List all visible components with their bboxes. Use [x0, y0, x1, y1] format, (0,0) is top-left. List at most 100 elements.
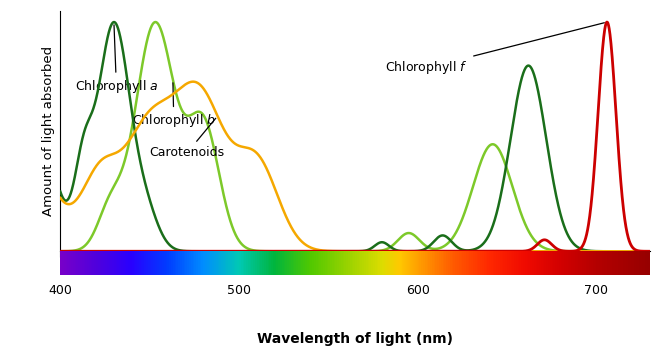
Bar	[100, 251, 101, 275]
Bar	[543, 251, 545, 275]
Bar	[535, 251, 537, 275]
Text: Carotenoids: Carotenoids	[149, 118, 224, 159]
Bar	[417, 251, 419, 275]
Bar	[316, 251, 318, 275]
Bar	[171, 251, 173, 275]
Bar	[397, 251, 398, 275]
Bar	[250, 251, 251, 275]
Text: Wavelength of light (nm): Wavelength of light (nm)	[257, 332, 453, 346]
Bar	[73, 251, 74, 275]
Bar	[398, 251, 399, 275]
Bar	[111, 251, 112, 275]
Bar	[149, 251, 151, 275]
Bar	[299, 251, 302, 275]
Bar	[433, 251, 436, 275]
Bar	[232, 251, 234, 275]
Bar	[509, 251, 511, 275]
Bar	[255, 251, 257, 275]
Bar	[223, 251, 224, 275]
Bar	[175, 251, 176, 275]
Bar	[203, 251, 205, 275]
Bar	[212, 251, 214, 275]
Text: Chlorophyll $a$: Chlorophyll $a$	[74, 25, 158, 95]
Bar	[607, 251, 610, 275]
Bar	[582, 251, 584, 275]
Bar	[399, 251, 400, 275]
Bar	[384, 251, 385, 275]
Bar	[101, 251, 103, 275]
Bar	[187, 251, 189, 275]
Bar	[548, 251, 550, 275]
Bar	[562, 251, 564, 275]
Bar	[117, 251, 119, 275]
Bar	[511, 251, 513, 275]
Bar	[626, 251, 628, 275]
Bar	[441, 251, 443, 275]
Bar	[634, 251, 636, 275]
Bar	[620, 251, 623, 275]
Bar	[309, 251, 310, 275]
Bar	[328, 251, 330, 275]
Bar	[60, 251, 62, 275]
Bar	[375, 251, 377, 275]
Bar	[505, 251, 507, 275]
Bar	[334, 251, 336, 275]
Bar	[182, 251, 184, 275]
Bar	[293, 251, 294, 275]
Bar	[262, 251, 264, 275]
Bar	[330, 251, 332, 275]
Bar	[196, 251, 198, 275]
Bar	[198, 251, 200, 275]
Bar	[471, 251, 473, 275]
Bar	[159, 251, 160, 275]
Bar	[66, 251, 68, 275]
Bar	[530, 251, 532, 275]
Bar	[392, 251, 393, 275]
Bar	[409, 251, 411, 275]
Bar	[393, 251, 395, 275]
Bar	[593, 251, 594, 275]
Bar	[173, 251, 175, 275]
Bar	[82, 251, 84, 275]
Bar	[207, 251, 208, 275]
Bar	[294, 251, 296, 275]
Bar	[462, 251, 464, 275]
Bar	[459, 251, 460, 275]
Bar	[521, 251, 523, 275]
Bar	[291, 251, 293, 275]
Bar	[599, 251, 602, 275]
Bar	[636, 251, 639, 275]
Bar	[64, 251, 66, 275]
Bar	[534, 251, 535, 275]
Bar	[278, 251, 280, 275]
Bar	[518, 251, 519, 275]
Bar	[503, 251, 505, 275]
Bar	[473, 251, 475, 275]
Bar	[487, 251, 489, 275]
Bar	[264, 251, 266, 275]
Bar	[494, 251, 496, 275]
Bar	[165, 251, 168, 275]
Bar	[208, 251, 210, 275]
Bar	[307, 251, 309, 275]
Bar	[234, 251, 235, 275]
Bar	[572, 251, 573, 275]
Bar	[71, 251, 73, 275]
Bar	[170, 251, 171, 275]
Bar	[615, 251, 618, 275]
Bar	[96, 251, 98, 275]
Bar	[408, 251, 409, 275]
Bar	[610, 251, 612, 275]
Bar	[78, 251, 80, 275]
Text: Chlorophyll $b$: Chlorophyll $b$	[132, 83, 216, 129]
Bar	[425, 251, 427, 275]
Bar	[180, 251, 182, 275]
Bar	[318, 251, 320, 275]
Bar	[631, 251, 634, 275]
Bar	[618, 251, 620, 275]
Bar	[484, 251, 486, 275]
Bar	[257, 251, 259, 275]
Bar	[210, 251, 212, 275]
Bar	[541, 251, 543, 275]
Bar	[362, 251, 364, 275]
